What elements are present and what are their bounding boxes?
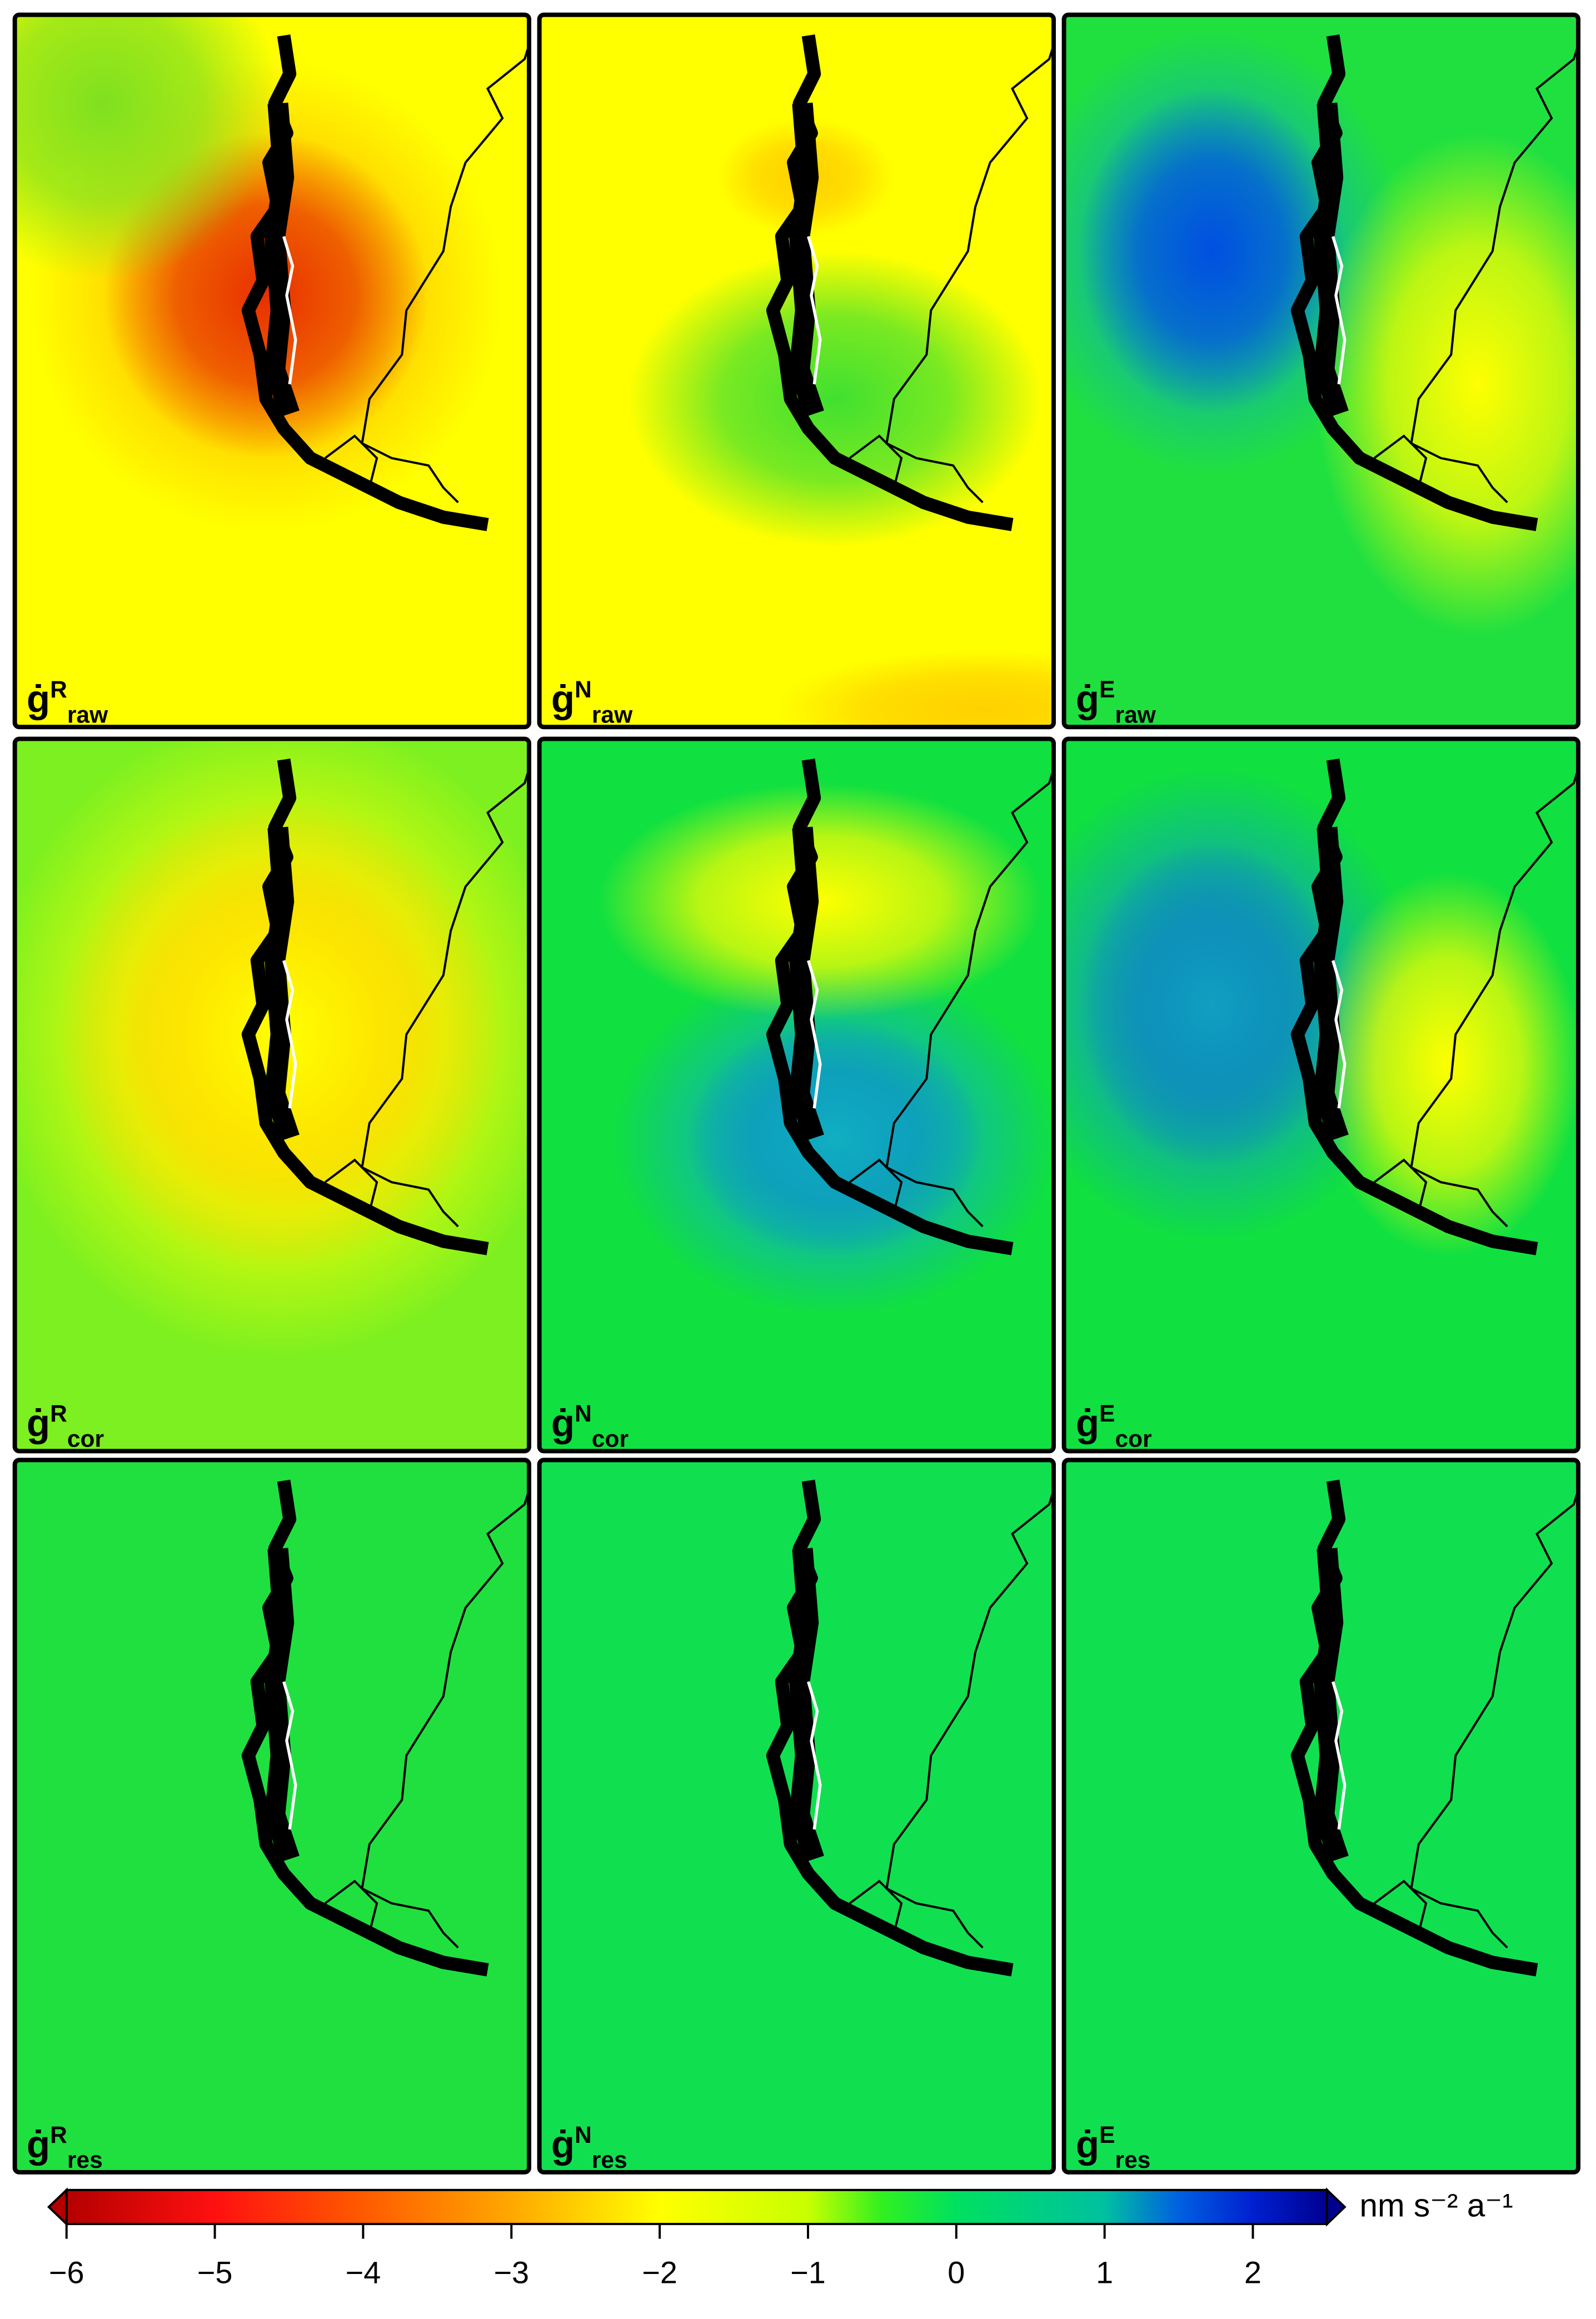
label-subscript: raw — [1115, 701, 1156, 728]
panel-label: ġEcor — [1076, 1400, 1152, 1452]
field-anomaly — [598, 783, 1042, 1020]
field — [14, 14, 530, 727]
label-symbol: ġ — [27, 1402, 50, 1445]
label-subscript: res — [67, 2147, 103, 2173]
panel-frame — [537, 736, 1056, 1454]
label-symbol: ġ — [551, 1402, 575, 1445]
colorbar-tick-label: 0 — [947, 2255, 965, 2290]
panel-frame — [1061, 12, 1581, 730]
label-component: R — [50, 2122, 67, 2148]
panel-label: ġNraw — [551, 676, 633, 728]
map-panel: ġNraw — [537, 12, 1056, 730]
field — [14, 739, 530, 1452]
map-panel: ġRres — [12, 1458, 532, 2175]
label-subscript: cor — [1115, 1425, 1152, 1452]
panel-frame — [12, 736, 532, 1454]
field — [14, 1460, 530, 2172]
panel-frame — [537, 1458, 1056, 2175]
colorbar-tick-label: 1 — [1096, 2255, 1113, 2290]
field-anomaly — [14, 14, 281, 281]
label-component: R — [50, 1400, 67, 1427]
field — [539, 14, 1054, 727]
panel-frame — [1061, 1458, 1581, 2175]
label-symbol: ġ — [1076, 677, 1099, 721]
field — [539, 1460, 1057, 2172]
panel-frame — [537, 12, 1056, 730]
label-component: N — [575, 2122, 592, 2148]
label-component: E — [1099, 2122, 1115, 2148]
field — [539, 739, 1054, 1452]
panel-label: ġNres — [551, 2122, 627, 2173]
colorbar-tick-label: −2 — [642, 2255, 677, 2290]
field-anomaly — [1315, 133, 1579, 636]
label-symbol: ġ — [551, 2122, 575, 2166]
label-symbol: ġ — [27, 677, 50, 721]
label-subscript: raw — [592, 701, 633, 728]
panel-label: ġRraw — [27, 676, 108, 728]
panel-label: ġRcor — [27, 1400, 104, 1452]
label-subscript: cor — [67, 1425, 104, 1452]
label-symbol: ġ — [551, 677, 575, 721]
label-subscript: res — [592, 2147, 627, 2173]
panel-label: ġRres — [27, 2122, 103, 2173]
field-anomaly — [628, 251, 1042, 547]
label-component: N — [575, 676, 592, 703]
panel-frame — [12, 12, 532, 730]
colorbar-unit: nm s⁻² a⁻¹ — [1359, 2188, 1513, 2224]
label-subscript: raw — [67, 701, 108, 728]
label-component: N — [575, 1400, 592, 1427]
panel-frame — [12, 1458, 532, 2175]
label-component: E — [1099, 676, 1115, 703]
panel-label: ġNcor — [551, 1400, 629, 1452]
map-panel: ġRraw — [12, 12, 532, 730]
label-component: E — [1099, 1400, 1115, 1427]
label-symbol: ġ — [1076, 2122, 1099, 2166]
field-anomaly — [1079, 88, 1345, 414]
colorbar-tick-label: −5 — [197, 2255, 233, 2290]
colorbar-arrow-high — [1325, 2187, 1346, 2227]
label-subscript: res — [1115, 2147, 1151, 2173]
label-symbol: ġ — [1076, 1402, 1099, 1445]
field — [1064, 1460, 1579, 2172]
colorbar-tick-label: 2 — [1244, 2255, 1261, 2290]
panel-frame — [1061, 736, 1581, 1454]
colorbar-arrow-low — [47, 2187, 68, 2227]
map-panel: ġRcor — [12, 736, 532, 1454]
label-symbol: ġ — [27, 2122, 50, 2166]
label-component: R — [50, 676, 67, 703]
colorbar-tick-label: −1 — [790, 2255, 826, 2290]
colorbar — [65, 2188, 1328, 2226]
field-anomaly — [1315, 872, 1579, 1256]
panel-label: ġEres — [1076, 2122, 1150, 2173]
map-panel: ġNcor — [537, 736, 1056, 1454]
map-panel: ġNres — [537, 1458, 1057, 2175]
colorbar-tick-label: −3 — [493, 2255, 529, 2290]
field-anomaly — [776, 650, 1054, 727]
field — [1064, 14, 1579, 727]
field — [1064, 739, 1579, 1452]
map-panel: ġEres — [1061, 1458, 1581, 2175]
colorbar-tick-label: −6 — [49, 2255, 84, 2290]
map-panel: ġEraw — [1061, 12, 1581, 730]
map-panel: ġEcor — [1061, 736, 1581, 1454]
colorbar-tick-label: −4 — [346, 2255, 381, 2290]
panel-label: ġEraw — [1076, 676, 1156, 728]
label-subscript: cor — [592, 1425, 629, 1452]
